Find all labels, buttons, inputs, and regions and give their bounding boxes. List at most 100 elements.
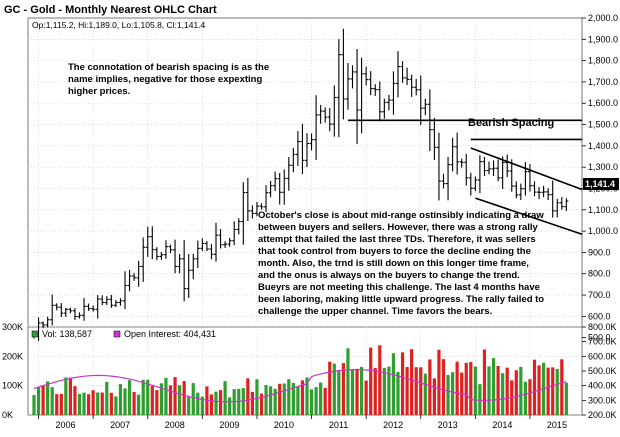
ohlc-bar	[564, 198, 569, 211]
volume-tick-label: 300K	[2, 322, 23, 332]
volume-bar	[551, 367, 555, 415]
ohlc-bar	[104, 296, 109, 306]
volume-bar	[323, 387, 327, 415]
volume-bar	[441, 359, 446, 415]
ohlc-bar	[277, 172, 282, 205]
volume-bar	[46, 381, 50, 415]
volume-bar	[132, 391, 136, 415]
volume-bar	[100, 392, 104, 415]
volume-tick-label: 100K	[2, 381, 23, 391]
volume-bar	[432, 378, 436, 415]
volume-bar	[501, 373, 505, 415]
volume-bar	[109, 392, 113, 415]
ohlc-bar	[109, 294, 114, 308]
volume-bar	[337, 371, 341, 415]
ohlc-bar	[268, 180, 273, 198]
ohlc-bar	[136, 260, 141, 287]
ohlc-bar	[295, 131, 300, 166]
price-tick-label: 1,100.0	[588, 205, 618, 215]
volume-bar	[528, 379, 532, 415]
volume-bar	[50, 387, 54, 415]
volume-bar	[241, 388, 245, 415]
ohlc-bar	[204, 241, 209, 252]
volume-bar	[164, 377, 168, 415]
channel-lines	[347, 119, 583, 236]
commentary-line-5: month. Also, the trnd is still down on t…	[258, 258, 529, 269]
volume-bar	[437, 349, 441, 415]
ohlc-bar	[132, 272, 137, 281]
ohlc-bar	[314, 95, 319, 160]
ohlc-bar	[286, 156, 291, 191]
volume-bar	[414, 367, 418, 415]
ohlc-bar	[159, 252, 164, 260]
ohlc-bar	[264, 185, 269, 212]
ohlc-bar	[405, 67, 410, 86]
commentary-line-8: been laboring, making little upward prog…	[258, 294, 544, 305]
ohlc-readout: Op:1,115.2, Hi:1,189.0, Lo:1,105.8, Cl:1…	[32, 20, 206, 30]
ohlc-bar	[86, 303, 91, 311]
ohlc-bar	[41, 321, 46, 329]
price-tick-label: 800.0	[588, 269, 611, 279]
volume-bar	[405, 367, 409, 415]
ohlc-bar	[436, 132, 441, 201]
ohlc-bar	[77, 312, 82, 319]
ohlc-bar	[386, 94, 391, 111]
volume-bar	[168, 385, 173, 415]
volume-bar	[309, 389, 314, 415]
year-tick-label: 2008	[165, 420, 185, 430]
volume-bar	[269, 386, 273, 415]
volume-bar	[455, 361, 459, 415]
price-tick-label: 1,500.0	[588, 120, 618, 130]
year-tick-label: 2015	[547, 420, 567, 430]
volume-bar	[391, 353, 396, 415]
volume-bar	[446, 374, 450, 415]
volume-bar	[332, 363, 336, 415]
ohlc-bar	[209, 244, 214, 260]
price-tick-label: 1,700.0	[588, 77, 618, 87]
volume-bar	[91, 390, 95, 415]
volume-bar	[464, 362, 468, 415]
oi-tick-label: 700.0K	[588, 337, 617, 347]
ohlc-bar	[309, 133, 314, 151]
ohlc-bar	[236, 218, 241, 235]
ohlc-bar	[332, 85, 337, 137]
ohlc-bar	[345, 63, 350, 110]
ohlc-bar	[500, 156, 505, 190]
ohlc-bar	[468, 172, 473, 196]
volume-bar	[505, 367, 509, 415]
volume-bar	[64, 377, 68, 415]
volume-bar	[373, 367, 377, 415]
ohlc-bar	[418, 75, 423, 126]
volume-bar	[118, 384, 123, 415]
volume-bar	[410, 349, 414, 415]
volume-bar	[159, 383, 163, 415]
ohlc-bar	[241, 182, 246, 245]
volume-bar	[350, 369, 355, 415]
volume-bar	[319, 382, 323, 415]
volume-bar	[105, 381, 109, 415]
ohlc-bar	[191, 253, 196, 280]
volume-bar	[278, 383, 282, 415]
ohlc-bar	[464, 153, 469, 186]
year-tick-label: 2012	[383, 420, 403, 430]
price-tick-label: 1,300.0	[588, 162, 618, 172]
year-tick-label: 2007	[110, 420, 130, 430]
oi-tick-label: 800.0K	[588, 322, 617, 332]
channel-line	[475, 197, 583, 236]
volume-bar	[73, 386, 77, 415]
price-tick-label: 1,000.0	[588, 226, 618, 236]
ohlc-bar	[505, 154, 510, 178]
year-tick-label: 2014	[492, 420, 512, 430]
volume-bar	[259, 393, 264, 415]
volume-bar	[491, 358, 496, 415]
oi-tick-label: 200.0K	[588, 410, 617, 420]
annotation-top-line-1: The connotation of bearish spacing is as…	[68, 62, 269, 73]
ohlc-bar	[214, 222, 218, 262]
volume-bar	[141, 379, 145, 415]
volume-bar	[196, 392, 200, 415]
ohlc-bar	[218, 228, 223, 249]
volume-bar	[564, 382, 568, 415]
volume-bar	[400, 352, 405, 415]
year-tick-label: 2010	[274, 420, 294, 430]
